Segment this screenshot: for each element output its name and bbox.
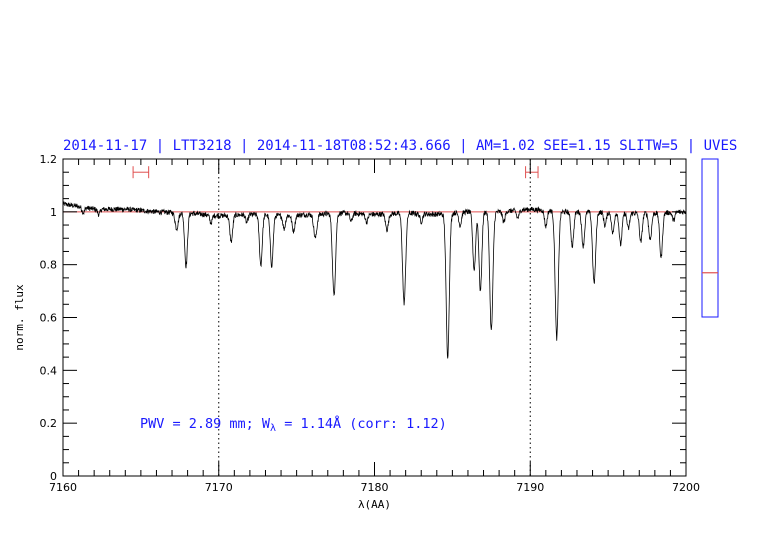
range-marker-0 bbox=[132, 166, 150, 179]
x-tick-label: 7190 bbox=[516, 481, 544, 494]
x-tick-label: 7160 bbox=[49, 481, 77, 494]
y-tick-label: 0 bbox=[50, 470, 57, 483]
y-tick-label: 1 bbox=[50, 206, 57, 219]
x-tick-label: 7170 bbox=[205, 481, 233, 494]
y-tick-label: 0.4 bbox=[40, 364, 58, 377]
axis-ticks: 7160 7170 7180 7190 7200 0 0.2 0.4 0.6 0.8 1 1.2 bbox=[40, 153, 701, 494]
x-tick-label: 7200 bbox=[672, 481, 700, 494]
chart-header: 2014-11-17 | LTT3218 | 2014-11-18T08:52:… bbox=[63, 138, 737, 154]
y-axis-label: norm. flux bbox=[13, 284, 26, 351]
vertical-reference-lines bbox=[218, 159, 531, 476]
spectrum-line bbox=[62, 201, 687, 359]
annotation-suffix: = 1.14Å (corr: 1.12) bbox=[276, 415, 447, 432]
range-markers bbox=[132, 166, 539, 179]
y-tick-label: 1.2 bbox=[40, 153, 58, 166]
range-marker-1 bbox=[525, 166, 539, 179]
pwv-annotation: PWV = 2.89 mm; Wλ = 1.14Å (corr: 1.12) bbox=[140, 415, 447, 434]
plot-area: 7160 7170 7180 7190 7200 0 0.2 0.4 0.6 0.8 1 1.2 bbox=[40, 153, 701, 494]
y-tick-label: 0.8 bbox=[40, 259, 58, 272]
side-panel-box bbox=[701, 158, 719, 318]
y-tick-label: 0.6 bbox=[40, 312, 58, 325]
annotation-prefix: PWV = 2.89 mm; W bbox=[140, 416, 271, 432]
x-axis-label: λ(AA) bbox=[358, 498, 391, 511]
side-panel bbox=[701, 158, 719, 318]
annotation-subscript: λ bbox=[270, 423, 276, 434]
y-tick-label: 0.2 bbox=[40, 417, 58, 430]
x-tick-label: 7180 bbox=[361, 481, 389, 494]
